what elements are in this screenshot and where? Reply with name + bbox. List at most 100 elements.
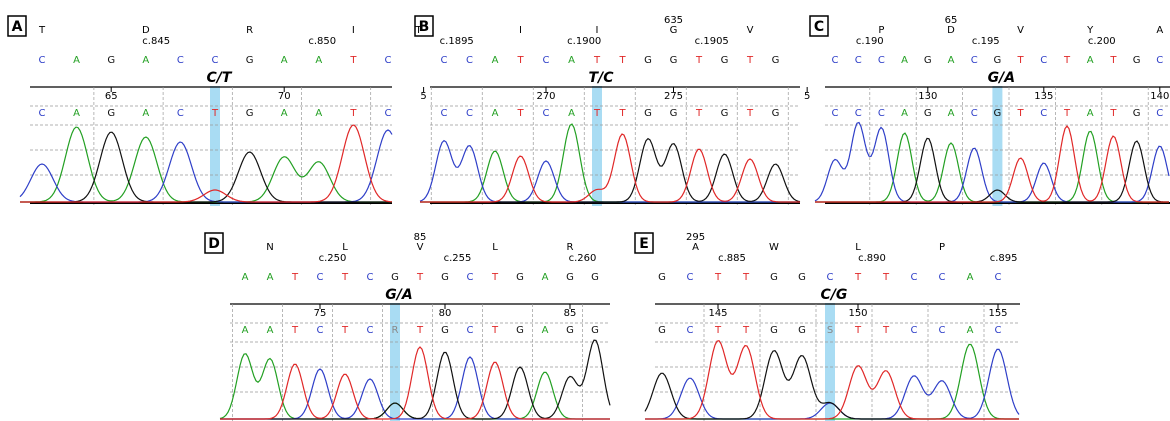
called-base: T <box>1063 108 1071 119</box>
called-base: G <box>516 325 524 336</box>
reference-base: C <box>827 272 834 283</box>
called-base: A <box>1087 108 1094 119</box>
reference-base: C <box>971 55 978 66</box>
called-base: C <box>466 108 473 119</box>
reference-base: G <box>770 272 778 283</box>
reference-base: T <box>341 272 349 283</box>
trace <box>420 139 800 202</box>
reference-base: C <box>177 55 184 66</box>
trace <box>815 138 1169 202</box>
reference-base: G <box>772 55 780 66</box>
reference-base: C <box>466 55 473 66</box>
reference-base: G <box>107 55 115 66</box>
called-base: G <box>721 108 729 119</box>
variant-highlight <box>592 86 602 206</box>
called-base: T <box>618 108 626 119</box>
called-base: G <box>658 325 666 336</box>
amino-acid: A <box>1156 25 1163 36</box>
figure: ATDRIc.845c.850CAGACCGAATCC/T6570CAGACTG… <box>0 0 1170 421</box>
reference-base: G <box>516 272 524 283</box>
reference-base: A <box>568 55 575 66</box>
called-base: G <box>770 325 778 336</box>
reference-base: A <box>281 55 288 66</box>
coordinate: c.200 <box>1088 36 1116 47</box>
reference-base: T <box>349 55 357 66</box>
reference-base: T <box>882 272 890 283</box>
coordinate: c.195 <box>972 36 1000 47</box>
reference-base: T <box>291 272 299 283</box>
called-base: C <box>878 108 885 119</box>
amino-acid: Y <box>1086 25 1094 36</box>
reference-base: C <box>855 55 862 66</box>
amino-acid: D <box>947 25 955 36</box>
trace <box>20 132 392 202</box>
reference-base: A <box>73 55 80 66</box>
trace <box>20 127 392 202</box>
reference-base: T <box>491 272 499 283</box>
reference-base: G <box>994 55 1002 66</box>
called-base: T <box>341 325 349 336</box>
coordinate: c.1900 <box>567 36 601 47</box>
reference-base: C <box>543 55 550 66</box>
called-base: A <box>568 108 575 119</box>
reference-base: G <box>924 55 932 66</box>
coordinate: c.845 <box>142 36 170 47</box>
panel-label: D <box>208 236 220 252</box>
reference-base: T <box>593 55 601 66</box>
ruler-number: 270 <box>536 91 555 102</box>
called-base: G <box>246 108 254 119</box>
panel-label: A <box>12 19 23 35</box>
coordinate: c.250 <box>319 253 347 264</box>
reference-base: C <box>995 272 1002 283</box>
reference-base: T <box>516 55 524 66</box>
called-base: T <box>746 108 754 119</box>
amino-acid: T <box>38 25 46 36</box>
reference-base: T <box>1017 55 1025 66</box>
called-base: T <box>714 325 722 336</box>
amino-acid: N <box>266 242 273 253</box>
mutation: C/T <box>207 70 233 86</box>
coordinate: c.260 <box>569 253 597 264</box>
called-base: A <box>267 325 274 336</box>
called-base: C <box>317 325 324 336</box>
reference-base: G <box>246 55 254 66</box>
coordinate: c.255 <box>444 253 472 264</box>
called-base: G <box>798 325 806 336</box>
called-base: A <box>242 325 249 336</box>
called-base: T <box>742 325 750 336</box>
called-base: C <box>995 325 1002 336</box>
ruler-number: 65 <box>105 91 118 102</box>
called-base: G <box>441 325 449 336</box>
reference-base: A <box>492 55 499 66</box>
reference-base: A <box>967 272 974 283</box>
reference-base: T <box>742 272 750 283</box>
ruler-number: 155 <box>988 308 1007 319</box>
reference-base: G <box>670 55 678 66</box>
reference-base: T <box>1063 55 1071 66</box>
called-base: C <box>832 108 839 119</box>
trace <box>815 131 1169 202</box>
variant-highlight <box>210 86 220 206</box>
coordinate: c.890 <box>858 253 886 264</box>
called-base: G <box>1133 108 1141 119</box>
called-base: T <box>349 108 357 119</box>
ruler-number: 75 <box>314 308 327 319</box>
reference-base: A <box>948 55 955 66</box>
trace <box>220 357 610 419</box>
called-base: C <box>543 108 550 119</box>
reference-base: A <box>1087 55 1094 66</box>
amino-acid: G <box>670 25 678 36</box>
ruler-number: 145 <box>708 308 727 319</box>
called-base: T <box>695 108 703 119</box>
called-base: T <box>291 325 299 336</box>
reference-base: T <box>695 55 703 66</box>
called-base: A <box>948 108 955 119</box>
ruler-number: 80 <box>439 308 452 319</box>
ruler-number: 5 <box>804 91 810 102</box>
amino-acid: P <box>878 25 884 36</box>
called-base: G <box>772 108 780 119</box>
called-base: A <box>315 108 322 119</box>
reference-base: G <box>1133 55 1141 66</box>
called-base: A <box>542 325 549 336</box>
